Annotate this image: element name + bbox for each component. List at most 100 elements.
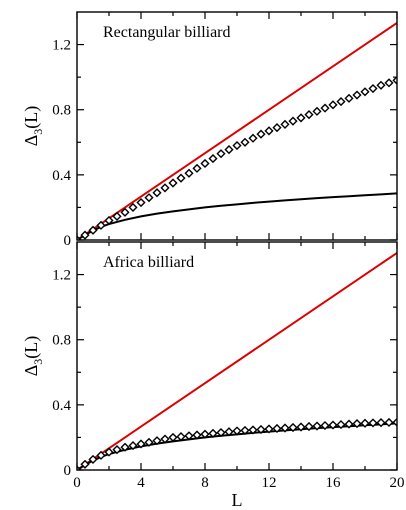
data-point bbox=[256, 129, 266, 139]
data-point bbox=[272, 123, 282, 133]
data-point bbox=[136, 439, 146, 449]
data-point bbox=[104, 447, 114, 457]
x-tick-label: 12 bbox=[262, 475, 277, 491]
data-point bbox=[328, 420, 338, 430]
y-tick-label: 0.8 bbox=[52, 333, 71, 349]
data-point bbox=[224, 145, 234, 155]
panel-annotation: Africa billiard bbox=[103, 254, 194, 271]
x-tick-label: 0 bbox=[73, 475, 81, 491]
x-tick-label: 8 bbox=[201, 475, 209, 491]
y-axis-label: Δ3(L) bbox=[21, 106, 45, 147]
data-point bbox=[376, 418, 386, 428]
data-point bbox=[384, 417, 394, 428]
plot-area bbox=[77, 252, 397, 470]
data-point bbox=[248, 425, 258, 435]
data-point bbox=[80, 230, 90, 240]
red-line bbox=[77, 22, 397, 240]
data-point bbox=[296, 422, 306, 432]
data-point bbox=[192, 430, 202, 440]
data-point bbox=[232, 426, 242, 436]
data-point bbox=[120, 207, 130, 217]
data-point bbox=[77, 465, 82, 470]
y-axis-label-sub: 3 bbox=[31, 359, 45, 365]
y-tick-label: 0.4 bbox=[52, 168, 71, 184]
data-point bbox=[176, 173, 186, 183]
data-point bbox=[320, 420, 330, 431]
data-point bbox=[168, 178, 178, 188]
x-axis-label: L bbox=[232, 490, 243, 510]
data-point bbox=[368, 418, 378, 428]
data-point bbox=[96, 450, 106, 460]
data-point bbox=[232, 140, 242, 151]
data-point bbox=[152, 188, 162, 198]
y-axis-label-tail: (L) bbox=[21, 336, 42, 359]
data-point bbox=[184, 168, 194, 178]
data-point bbox=[352, 418, 362, 429]
data-point bbox=[112, 211, 122, 221]
data-point bbox=[200, 158, 210, 169]
data-point bbox=[128, 202, 138, 213]
data-point bbox=[384, 78, 394, 88]
x-tick-label: 16 bbox=[326, 475, 342, 491]
y-axis-label-main: Δ bbox=[21, 365, 41, 377]
data-point bbox=[208, 428, 218, 438]
data-point bbox=[312, 106, 322, 116]
y-tick-label: 1.2 bbox=[52, 268, 71, 284]
data-point bbox=[240, 425, 250, 436]
panel-africa: 0 4 8 12 16 20 0 0.4 0.8 1.2 Δ3(L) Africa billiard L bbox=[21, 241, 405, 510]
data-point bbox=[144, 193, 154, 203]
data-point bbox=[328, 100, 338, 110]
data-point bbox=[368, 83, 378, 94]
data-point bbox=[168, 432, 178, 443]
data-point bbox=[312, 421, 322, 431]
y-axis-label-main: Δ bbox=[21, 135, 41, 147]
data-point bbox=[264, 424, 274, 434]
data-point bbox=[304, 421, 314, 432]
data-point bbox=[360, 87, 370, 97]
y-tick-label: 0.8 bbox=[52, 103, 71, 119]
data-point bbox=[160, 183, 170, 193]
y-axis-label: Δ3(L) bbox=[21, 336, 45, 377]
data-point bbox=[88, 225, 98, 235]
y-axis-label-sub: 3 bbox=[31, 129, 45, 135]
plot-frame bbox=[76, 11, 398, 241]
x-tick-label: 20 bbox=[390, 475, 405, 491]
y-tick-label: 0.4 bbox=[52, 398, 71, 414]
red-line bbox=[77, 252, 397, 470]
data-point bbox=[77, 235, 82, 240]
data-point bbox=[360, 418, 370, 428]
data-point bbox=[80, 459, 90, 469]
plot-frame bbox=[76, 241, 398, 471]
x-tick-label: 4 bbox=[137, 475, 145, 491]
black-curve bbox=[77, 192, 397, 240]
data-point bbox=[136, 197, 146, 208]
data-point bbox=[224, 427, 234, 437]
data-point bbox=[336, 96, 346, 107]
data-point bbox=[304, 110, 314, 120]
data-point bbox=[200, 429, 210, 439]
data-point bbox=[392, 75, 397, 85]
data-point bbox=[176, 432, 186, 442]
data-point bbox=[288, 116, 298, 126]
data-point bbox=[208, 153, 218, 164]
data-point bbox=[88, 454, 98, 465]
y-tick-label: 0 bbox=[64, 233, 72, 249]
data-point bbox=[320, 103, 330, 113]
data-point bbox=[160, 434, 170, 444]
panel-annotation: Rectangular billiard bbox=[103, 24, 231, 41]
data-point bbox=[216, 427, 226, 438]
data-point bbox=[392, 417, 397, 427]
data-point bbox=[264, 126, 274, 136]
data-point bbox=[280, 423, 290, 433]
data-point bbox=[256, 424, 266, 435]
plot-area bbox=[77, 22, 397, 240]
data-point bbox=[344, 93, 354, 103]
data-point bbox=[344, 419, 354, 429]
data-point bbox=[144, 437, 154, 447]
data-point bbox=[112, 445, 122, 455]
data-point bbox=[120, 442, 130, 452]
data-point bbox=[248, 133, 258, 143]
data-point bbox=[280, 119, 290, 129]
data-point bbox=[104, 215, 114, 226]
